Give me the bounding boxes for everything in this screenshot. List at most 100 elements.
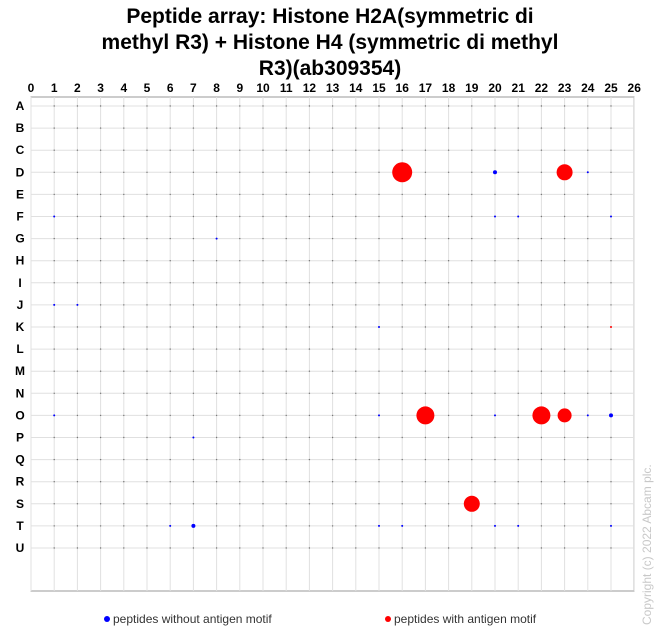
- background-dot: [285, 458, 287, 461]
- background-dot: [285, 370, 287, 372]
- background-dot: [99, 503, 102, 505]
- background-dot: [494, 547, 496, 549]
- background-dot: [308, 370, 311, 372]
- background-dot: [517, 237, 519, 240]
- background-dot: [587, 282, 589, 284]
- background-dot: [76, 547, 79, 549]
- background-dot: [262, 503, 264, 505]
- background-dot: [447, 547, 450, 549]
- x-tick-label: 3: [97, 81, 104, 95]
- background-dot: [308, 348, 311, 350]
- background-dot: [239, 193, 241, 196]
- background-dot: [215, 525, 218, 527]
- background-dot: [378, 458, 380, 461]
- background-dot: [169, 392, 171, 394]
- background-dot: [99, 370, 102, 372]
- background-dot: [424, 525, 427, 527]
- background-dot: [540, 436, 543, 439]
- background-dot: [563, 215, 566, 218]
- background-dot: [540, 127, 543, 129]
- y-tick-label: L: [16, 342, 23, 356]
- background-dot: [169, 304, 171, 306]
- background-dot: [447, 215, 450, 218]
- background-dot: [215, 481, 218, 483]
- background-dot: [494, 193, 496, 196]
- negative-peptide-point: [76, 303, 79, 306]
- background-dot: [285, 348, 287, 350]
- background-dot: [53, 348, 55, 350]
- background-dot: [99, 237, 102, 240]
- y-tick-label: T: [16, 519, 24, 533]
- background-dot: [99, 171, 102, 173]
- background-dot: [378, 481, 380, 483]
- background-dot: [262, 193, 264, 196]
- background-dot: [494, 149, 496, 151]
- background-dot: [146, 326, 148, 328]
- x-tick-label: 21: [512, 81, 526, 95]
- background-dot: [123, 171, 125, 173]
- background-dot: [169, 348, 171, 350]
- background-dot: [285, 149, 287, 151]
- background-dot: [447, 503, 450, 505]
- background-dot: [53, 370, 55, 372]
- background-dot: [471, 193, 473, 196]
- background-dot: [169, 481, 171, 483]
- background-dot: [540, 481, 543, 483]
- background-dot: [146, 370, 148, 372]
- background-dot: [99, 348, 102, 350]
- background-dot: [308, 392, 311, 394]
- background-dot: [331, 348, 334, 350]
- background-dot: [401, 481, 403, 483]
- x-tick-label: 18: [442, 81, 456, 95]
- background-dot: [146, 237, 148, 240]
- background-dot: [76, 215, 79, 218]
- background-dot: [76, 436, 79, 439]
- background-dot: [146, 171, 148, 173]
- background-dot: [587, 193, 589, 196]
- y-tick-label: F: [16, 210, 23, 224]
- background-dot: [146, 127, 148, 129]
- background-dot: [308, 326, 311, 328]
- background-dot: [355, 127, 357, 129]
- background-dot: [99, 149, 102, 151]
- background-dot: [53, 282, 55, 284]
- background-dot: [610, 458, 612, 461]
- background-dot: [262, 215, 264, 218]
- background-dot: [540, 503, 543, 505]
- background-dot: [76, 326, 79, 328]
- legend-label-without-motif: peptides without antigen motif: [113, 612, 272, 626]
- background-dot: [285, 436, 287, 439]
- background-dot: [239, 105, 241, 107]
- background-dot: [331, 547, 334, 549]
- chart-title-line-1: Peptide array: Histone H2A(symmetric di: [126, 5, 534, 28]
- background-dot: [99, 436, 102, 439]
- background-dot: [192, 481, 195, 483]
- background-dot: [308, 525, 311, 527]
- background-dot: [99, 127, 102, 129]
- x-tick-label: 0: [28, 81, 35, 95]
- background-dot: [146, 392, 148, 394]
- background-dot: [494, 503, 496, 505]
- background-dot: [192, 392, 195, 394]
- positive-peptide-point: [392, 162, 413, 183]
- background-dot: [563, 105, 566, 107]
- background-dot: [355, 414, 357, 417]
- background-dot: [401, 458, 403, 461]
- background-dot: [447, 436, 450, 439]
- background-dot: [123, 436, 125, 439]
- background-dot: [308, 503, 311, 505]
- background-dot: [169, 458, 171, 461]
- background-dot: [169, 105, 171, 107]
- background-dot: [308, 282, 311, 284]
- negative-peptide-point: [494, 524, 496, 527]
- background-dot: [331, 193, 334, 196]
- background-dot: [447, 149, 450, 151]
- background-dot: [401, 105, 403, 107]
- background-dot: [517, 392, 519, 394]
- background-dot: [76, 348, 79, 350]
- background-dot: [587, 237, 589, 240]
- background-dot: [563, 436, 566, 439]
- negative-peptide-point: [401, 524, 404, 527]
- background-dot: [355, 215, 357, 218]
- background-dot: [517, 547, 519, 549]
